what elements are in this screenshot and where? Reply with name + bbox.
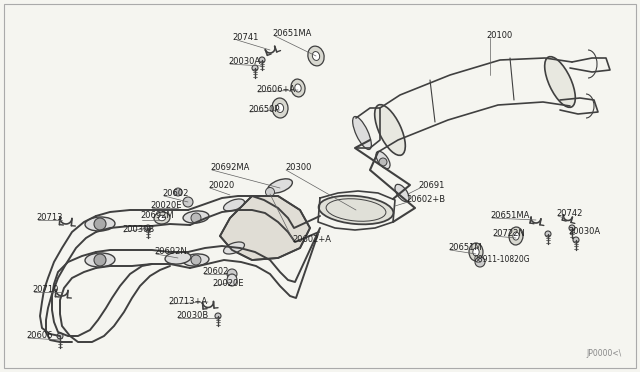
Text: 20713: 20713: [36, 214, 63, 222]
Text: 20692MA: 20692MA: [210, 164, 250, 173]
Ellipse shape: [223, 242, 244, 254]
Ellipse shape: [291, 79, 305, 97]
Ellipse shape: [545, 57, 575, 108]
Ellipse shape: [154, 212, 170, 224]
Circle shape: [545, 231, 551, 237]
Ellipse shape: [513, 232, 519, 240]
Ellipse shape: [85, 253, 115, 267]
Text: 20602: 20602: [202, 267, 228, 276]
Text: 20713+A: 20713+A: [168, 298, 207, 307]
Text: 20602+B: 20602+B: [406, 196, 445, 205]
Text: 20300: 20300: [285, 164, 312, 173]
Circle shape: [145, 225, 151, 231]
Ellipse shape: [268, 179, 292, 193]
Text: 20692M: 20692M: [140, 212, 173, 221]
Ellipse shape: [353, 116, 371, 150]
Ellipse shape: [312, 52, 319, 60]
Text: 20722N: 20722N: [492, 230, 525, 238]
Text: 20606+A: 20606+A: [256, 86, 295, 94]
Text: 20650P: 20650P: [248, 106, 280, 115]
Circle shape: [215, 313, 221, 319]
Ellipse shape: [308, 46, 324, 66]
Ellipse shape: [272, 98, 288, 118]
Text: 20020: 20020: [208, 182, 234, 190]
Text: 20742: 20742: [556, 209, 582, 218]
Ellipse shape: [295, 84, 301, 92]
Text: 20030B: 20030B: [176, 311, 208, 321]
Circle shape: [174, 188, 182, 196]
Circle shape: [94, 218, 106, 230]
Text: JP0000<\: JP0000<\: [587, 349, 622, 358]
Text: 08911-10820G: 08911-10820G: [474, 256, 531, 264]
Ellipse shape: [319, 196, 394, 224]
Ellipse shape: [159, 215, 166, 221]
Circle shape: [569, 225, 575, 231]
Text: 20606: 20606: [26, 331, 52, 340]
Ellipse shape: [509, 227, 523, 245]
Circle shape: [266, 187, 275, 196]
Circle shape: [379, 158, 387, 166]
Ellipse shape: [85, 217, 115, 231]
Text: 20741: 20741: [232, 33, 259, 42]
Text: 20100: 20100: [486, 32, 512, 41]
Circle shape: [475, 257, 485, 267]
Text: 20602: 20602: [162, 189, 188, 199]
Ellipse shape: [473, 248, 479, 256]
Circle shape: [573, 237, 579, 243]
Circle shape: [259, 57, 265, 63]
Circle shape: [57, 333, 63, 339]
Ellipse shape: [223, 199, 244, 211]
Ellipse shape: [376, 151, 390, 169]
Text: 20030B: 20030B: [122, 225, 154, 234]
Circle shape: [191, 213, 201, 223]
Ellipse shape: [165, 252, 191, 264]
Text: 20602+A: 20602+A: [292, 235, 331, 244]
Circle shape: [227, 269, 237, 279]
Circle shape: [252, 65, 258, 71]
Text: 20710: 20710: [32, 285, 58, 295]
Circle shape: [183, 197, 193, 207]
Text: 20651MA: 20651MA: [490, 212, 529, 221]
Ellipse shape: [227, 274, 237, 286]
Ellipse shape: [374, 105, 405, 155]
Polygon shape: [220, 196, 310, 260]
Ellipse shape: [183, 254, 209, 266]
Text: 20651MA: 20651MA: [272, 29, 312, 38]
Ellipse shape: [395, 184, 409, 202]
Ellipse shape: [183, 211, 209, 223]
Text: 20020E: 20020E: [150, 202, 182, 211]
Ellipse shape: [276, 103, 284, 112]
Text: 20030A: 20030A: [228, 58, 260, 67]
Circle shape: [191, 255, 201, 265]
Text: 20692N: 20692N: [154, 247, 187, 257]
Text: 20651M: 20651M: [448, 244, 482, 253]
Text: 20691: 20691: [418, 182, 444, 190]
Text: 20030A: 20030A: [568, 228, 600, 237]
Circle shape: [94, 254, 106, 266]
Ellipse shape: [469, 243, 483, 261]
Text: 20020E: 20020E: [212, 279, 243, 289]
